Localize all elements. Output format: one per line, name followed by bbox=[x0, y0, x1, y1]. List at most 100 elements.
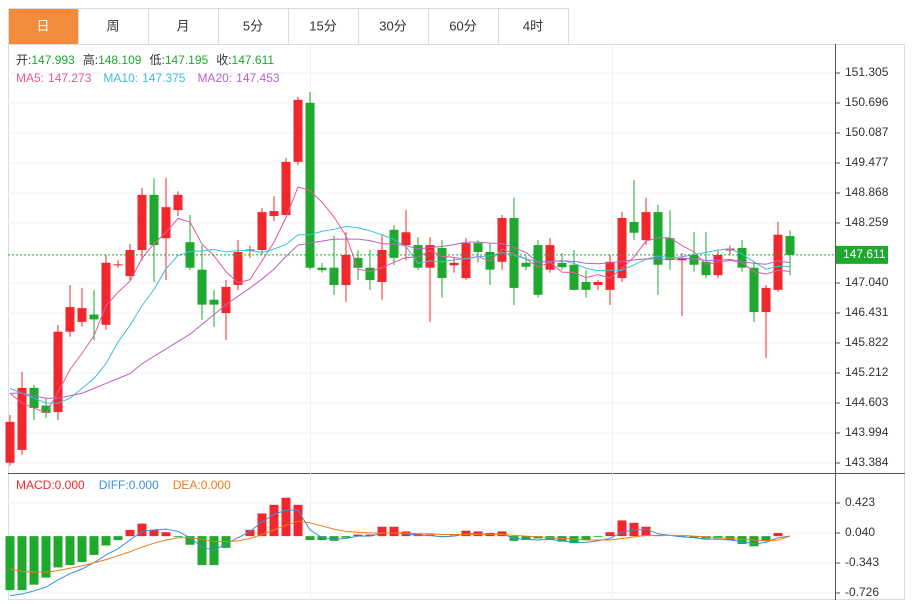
candle-body bbox=[605, 261, 615, 290]
tab-label[interactable]: 60分 bbox=[449, 18, 476, 33]
macd-bar bbox=[521, 536, 531, 541]
candle-body bbox=[413, 245, 423, 268]
candle-body bbox=[125, 249, 135, 277]
y-tick-label: -0.726 bbox=[845, 585, 879, 599]
candle-body bbox=[497, 217, 507, 262]
candle-body bbox=[161, 207, 171, 239]
candle-body bbox=[461, 243, 471, 279]
macd-bar bbox=[353, 534, 363, 537]
last-price-label: 147.611 bbox=[843, 247, 886, 261]
tab-label[interactable]: 30分 bbox=[379, 18, 406, 33]
macd-bar bbox=[149, 529, 159, 537]
legend-value: 147.453 bbox=[236, 71, 280, 85]
tab-label[interactable]: 月 bbox=[176, 18, 189, 33]
last-price-box bbox=[836, 245, 888, 264]
candle-body bbox=[341, 254, 351, 285]
candle-body bbox=[113, 264, 123, 266]
macd-bar bbox=[329, 536, 339, 541]
legend-value: 147.273 bbox=[48, 71, 92, 85]
candle-body bbox=[65, 307, 75, 332]
y-tick-label: 144.603 bbox=[845, 395, 889, 409]
legend-name: DEA: bbox=[173, 478, 201, 492]
chart-frame bbox=[8, 44, 905, 600]
legend-name: MA5: bbox=[16, 71, 44, 85]
candle-body bbox=[449, 262, 459, 266]
candle-body bbox=[293, 99, 303, 162]
info-value: 147.195 bbox=[165, 53, 209, 67]
ma-line bbox=[9, 186, 791, 414]
info-value: 148.109 bbox=[98, 53, 142, 67]
legend-name: MACD: bbox=[16, 478, 55, 492]
macd-bar bbox=[17, 536, 27, 591]
tab[interactable] bbox=[148, 8, 219, 45]
y-tick-label: 0.423 bbox=[845, 495, 875, 509]
macd-bar bbox=[341, 536, 351, 538]
tab-label[interactable]: 5分 bbox=[243, 18, 263, 33]
candle-body bbox=[593, 282, 603, 285]
legend-value: 0.000 bbox=[55, 478, 85, 492]
macd-bar bbox=[617, 520, 627, 537]
macd-bar bbox=[245, 529, 255, 537]
candle-body bbox=[209, 299, 219, 305]
legend-value: 0.000 bbox=[201, 478, 231, 492]
candle-body bbox=[521, 262, 531, 267]
tab[interactable] bbox=[218, 8, 289, 45]
candle-body bbox=[701, 261, 711, 276]
candle-body bbox=[785, 236, 795, 255]
candle-body bbox=[569, 264, 579, 290]
legend-value: 147.375 bbox=[142, 71, 186, 85]
candle-body bbox=[89, 314, 99, 320]
candle-body bbox=[617, 217, 627, 279]
candle-body bbox=[437, 248, 447, 279]
macd-bar bbox=[53, 536, 63, 568]
macd-bar bbox=[749, 536, 759, 547]
y-tick-label: 145.212 bbox=[845, 365, 889, 379]
candle-body bbox=[353, 257, 363, 268]
tab-bar: 日 周 月 5分 15分 30分 60分 4时 bbox=[8, 8, 569, 45]
info-value: 147.611 bbox=[232, 53, 275, 67]
candle-body bbox=[269, 211, 279, 217]
candle-body bbox=[773, 234, 783, 290]
grid bbox=[8, 72, 840, 594]
y-tick-label: 143.994 bbox=[845, 425, 889, 439]
candle-body bbox=[305, 102, 315, 268]
candle-body bbox=[425, 245, 435, 268]
macd-bar bbox=[137, 523, 147, 537]
tab[interactable] bbox=[358, 8, 429, 45]
y-tick-label: 147.040 bbox=[845, 275, 889, 289]
candle-body bbox=[545, 245, 555, 270]
y-tick-label: 150.696 bbox=[845, 95, 889, 109]
tab-label[interactable]: 日 bbox=[36, 18, 49, 33]
y-tick-label: 149.477 bbox=[845, 155, 889, 169]
legend-value: 0.000 bbox=[129, 478, 159, 492]
tab[interactable] bbox=[498, 8, 569, 45]
macd-bar bbox=[41, 536, 51, 578]
candle-body bbox=[221, 286, 231, 314]
candle-body bbox=[197, 269, 207, 305]
macd-bar bbox=[5, 536, 15, 591]
legend-name: MA10: bbox=[103, 71, 138, 85]
tab-label[interactable]: 15分 bbox=[309, 18, 336, 33]
candle-body bbox=[689, 254, 699, 265]
candle-body bbox=[665, 238, 675, 260]
macd-bar bbox=[89, 536, 99, 555]
y-tick-label: 151.305 bbox=[845, 65, 889, 79]
candle-body bbox=[17, 387, 27, 450]
macd-bar bbox=[377, 526, 387, 537]
macd-bar bbox=[761, 536, 771, 541]
tab[interactable] bbox=[78, 8, 149, 45]
tab-label[interactable]: 4时 bbox=[523, 18, 543, 33]
tab-label[interactable]: 周 bbox=[106, 18, 119, 33]
macd-bar bbox=[77, 536, 87, 562]
legend-name: MA20: bbox=[197, 71, 232, 85]
candle-body bbox=[761, 287, 771, 313]
macd-bar bbox=[161, 532, 171, 537]
tab[interactable] bbox=[8, 8, 79, 45]
macd-bar bbox=[185, 536, 195, 545]
candle-body bbox=[629, 221, 639, 233]
macd-bar bbox=[101, 536, 111, 546]
info-label: 收: bbox=[216, 53, 231, 67]
macd-bar bbox=[113, 536, 123, 541]
legend-name: DIFF: bbox=[99, 478, 129, 492]
